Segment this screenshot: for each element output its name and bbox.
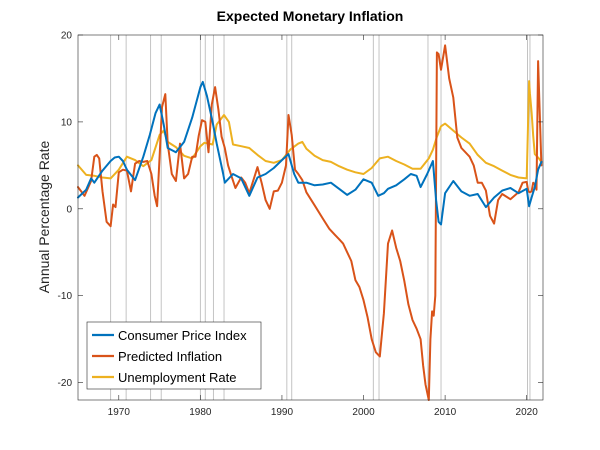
series-line-consumer-price-index <box>77 80 543 226</box>
y-tick-label: 10 <box>61 117 73 128</box>
x-tick-label: 2000 <box>352 407 375 418</box>
legend-label-cpi: Consumer Price Index <box>118 328 247 343</box>
legend-box <box>86 321 262 390</box>
chart-title: Expected Monetary Inflation <box>217 8 404 24</box>
legend-label-predicted: Predicted Inflation <box>118 349 222 364</box>
x-tick-label: 1970 <box>108 407 131 418</box>
x-tick-label: 2020 <box>516 407 539 418</box>
series-lines <box>77 44 543 401</box>
x-tick-label: 1980 <box>189 407 212 418</box>
y-tick-label: 0 <box>66 204 72 215</box>
x-axis: 1970 1980 1990 2000 2010 2020 <box>108 35 539 418</box>
legend: Consumer Price Index Predicted Inflation… <box>86 321 262 390</box>
x-tick-label: 2010 <box>434 407 457 418</box>
series-line-predicted-inflation <box>77 44 543 401</box>
y-axis-label: Annual Percentage Rate <box>36 141 52 294</box>
y-tick-label: 20 <box>61 31 73 42</box>
y-tick-label: -20 <box>58 378 73 389</box>
plot-frame <box>77 34 544 401</box>
x-tick-label: 1990 <box>271 407 294 418</box>
y-tick-label: -10 <box>58 291 73 302</box>
legend-label-unemployment: Unemployment Rate <box>118 370 237 385</box>
y-axis: 20 10 0 -10 -20 <box>58 31 543 389</box>
